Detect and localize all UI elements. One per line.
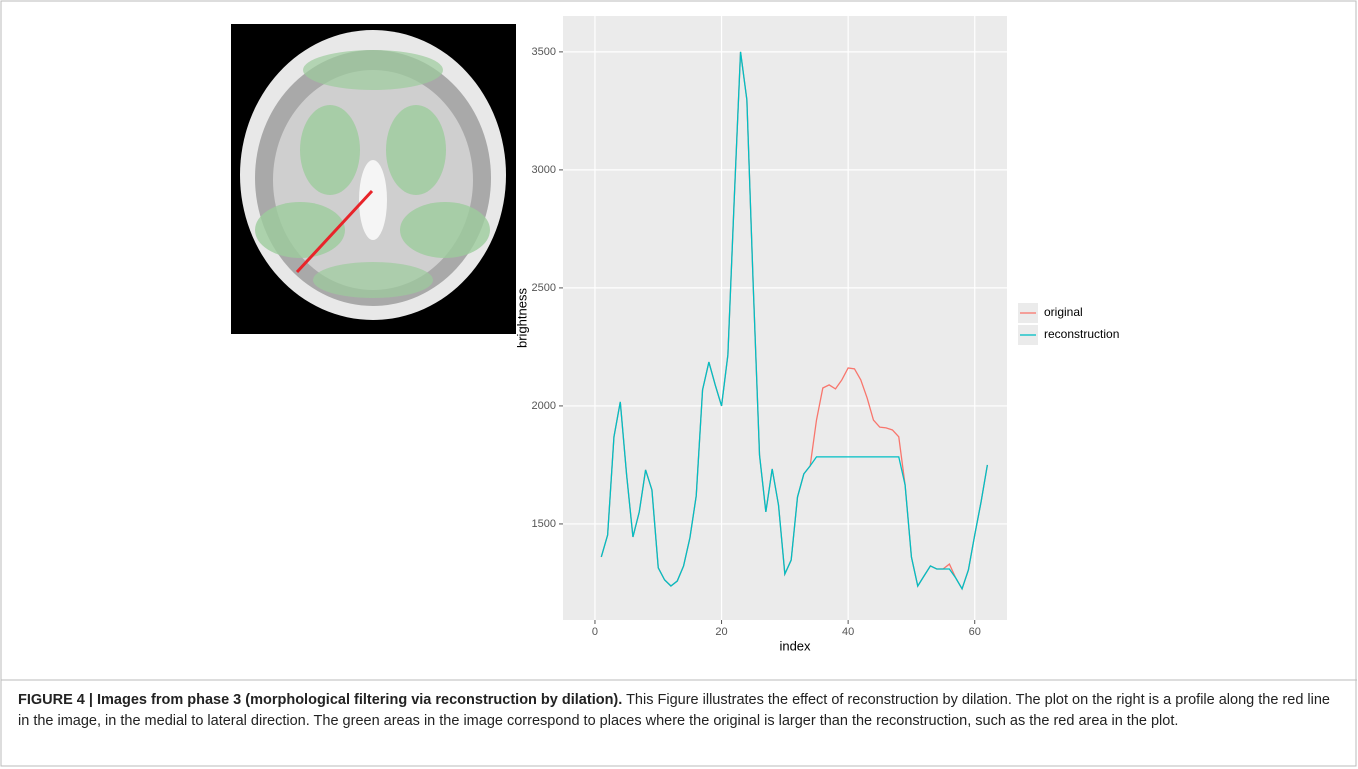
plot-panel (563, 16, 1007, 620)
caption: FIGURE 4 | Images from phase 3 (morpholo… (18, 690, 1343, 732)
x-tick-label: 20 (715, 626, 727, 638)
x-axis-label: index (779, 638, 811, 653)
y-axis-label: brightness (514, 288, 529, 348)
brain-image (231, 24, 516, 334)
y-tick-label: 3000 (532, 164, 556, 176)
y-tick-label: 2500 (532, 282, 556, 294)
legend-label: original (1044, 305, 1083, 319)
caption-label: FIGURE 4 | Images from phase 3 (morpholo… (18, 692, 623, 708)
x-tick-label: 40 (842, 626, 854, 638)
x-tick-label: 60 (969, 626, 981, 638)
series-line (600, 51, 989, 591)
caption-text: This Figure illustrates the effect of re… (18, 692, 1330, 729)
y-tick-label: 3500 (532, 46, 556, 58)
y-tick-label: 2000 (532, 400, 556, 412)
y-tick-label: 1500 (532, 518, 556, 530)
x-tick-label: 0 (592, 626, 598, 638)
legend-label: reconstruction (1044, 327, 1119, 341)
